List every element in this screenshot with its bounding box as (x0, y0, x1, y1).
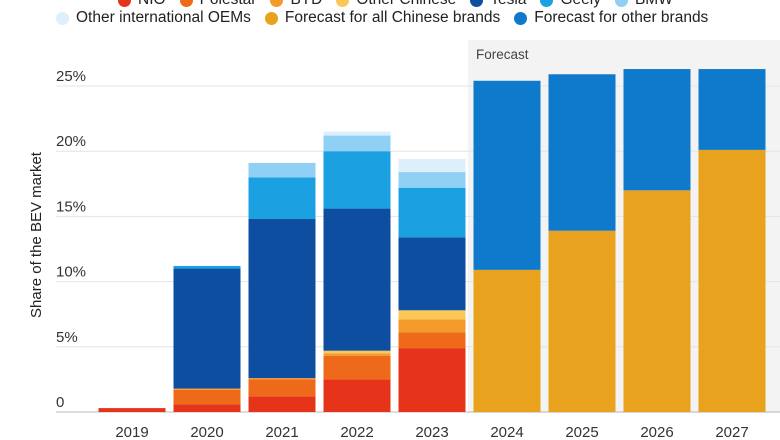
bar-2021-nio (248, 396, 316, 412)
x-tick-label-2022: 2022 (340, 424, 373, 440)
bar-2023-tesla (398, 237, 466, 311)
bar-2021-geely (248, 177, 316, 220)
bar-2020-geely (173, 265, 241, 269)
bar-2019-nio (98, 408, 166, 412)
y-tick-label: 10% (56, 264, 86, 281)
legend-item-forecast-for-all-chinese-brands: Forecast for all Chinese brands (264, 9, 501, 27)
legend-item-geely: Geely (540, 0, 601, 9)
bar-2022-byd (323, 353, 391, 356)
legend-item-polestar: Polestar (179, 0, 257, 9)
legend-item-forecast-for-other-brands: Forecast for other brands (514, 9, 708, 27)
legend-swatch (614, 0, 628, 7)
legend-label: Forecast for other brands (534, 9, 709, 26)
bar-2022-nio (323, 379, 391, 412)
legend-label: Forecast for all Chinese brands (284, 9, 501, 26)
y-tick-label: 25% (56, 68, 86, 85)
bar-2027-forecast-for-all-chinese-brands (698, 149, 766, 412)
legend-item-other-chinese: Other Chinese (336, 0, 456, 9)
legend-swatch (56, 11, 69, 25)
bar-2023-other-chinese (398, 310, 466, 320)
bar-2020-nio (173, 404, 241, 412)
bar-2023-byd (398, 319, 466, 333)
legend-swatch (336, 0, 350, 7)
bar-2021-tesla (248, 219, 316, 379)
legend-item-byd: BYD (270, 0, 322, 9)
legend-row-bottom: Other international OEMs Forecast for all… (56, 9, 722, 30)
legend-swatch (470, 0, 484, 7)
legend-item-bmw: BMW (614, 0, 673, 9)
y-axis-title: Share of the BEV market (28, 151, 45, 318)
legend-swatch (118, 0, 131, 7)
bar-2023-nio (398, 348, 466, 412)
y-tick-label: 0 (56, 394, 64, 411)
bar-2022-geely (323, 151, 391, 209)
legend-swatch (179, 0, 193, 7)
bar-2023-geely (398, 187, 466, 238)
x-tick-label-2026: 2026 (640, 424, 673, 440)
y-tick-label: 15% (56, 198, 86, 215)
x-tick-label-2024: 2024 (490, 424, 523, 440)
x-tick-label-2019: 2019 (115, 424, 148, 440)
legend-row-top: NIO Polestar BYD Other Chinese Tesla Geely BMW (118, 0, 687, 12)
y-tick-label: 5% (56, 329, 78, 346)
bar-2024-forecast-for-other-brands (473, 80, 541, 270)
legend-swatch (514, 11, 528, 25)
x-tick-label-2025: 2025 (565, 424, 598, 440)
legend-label: Tesla (490, 0, 526, 9)
bar-2022-other-international-oems (323, 131, 391, 136)
x-tick-label-2021: 2021 (265, 424, 298, 440)
legend-swatch (270, 0, 284, 7)
forecast-label: Forecast (476, 47, 529, 62)
bar-2024-forecast-for-all-chinese-brands (473, 269, 541, 412)
legend-label: BMW (635, 0, 673, 9)
legend-label: NIO (138, 0, 166, 9)
x-tick-label-2020: 2020 (190, 424, 223, 440)
bar-2020-polestar (173, 389, 241, 405)
legend-label: Other Chinese (356, 0, 456, 9)
bar-2025-forecast-for-all-chinese-brands (548, 230, 616, 412)
bar-2026-forecast-for-all-chinese-brands (623, 190, 691, 412)
bar-2020-byd (173, 388, 241, 390)
bar-2021-byd (248, 378, 316, 380)
x-tick-label-2027: 2027 (715, 424, 748, 440)
bar-2023-bmw (398, 172, 466, 188)
bar-2023-other-international-oems (398, 159, 466, 173)
legend-label: Polestar (200, 0, 257, 9)
bar-2022-polestar (323, 355, 391, 380)
legend-item-nio: NIO (118, 0, 166, 9)
y-tick-label: 20% (56, 133, 86, 150)
bar-2025-forecast-for-other-brands (548, 74, 616, 231)
bar-2027-forecast-for-other-brands (698, 69, 766, 150)
bar-2022-tesla (323, 208, 391, 351)
legend-item-other-international-oems: Other international OEMs (56, 9, 251, 27)
legend-label: Geely (560, 0, 601, 9)
legend-swatch (264, 11, 278, 25)
legend-item-tesla: Tesla (470, 0, 526, 9)
legend-label: Other international OEMs (76, 9, 251, 26)
bar-2021-polestar (248, 379, 316, 397)
legend-label: BYD (290, 0, 322, 9)
bar-2022-bmw (323, 135, 391, 152)
bar-2021-bmw (248, 162, 316, 178)
bar-2020-tesla (173, 268, 241, 389)
bar-2022-other-chinese (323, 350, 391, 354)
x-tick-label-2023: 2023 (415, 424, 448, 440)
bar-2026-forecast-for-other-brands (623, 69, 691, 191)
legend-swatch (540, 0, 554, 7)
bar-2023-polestar (398, 332, 466, 349)
